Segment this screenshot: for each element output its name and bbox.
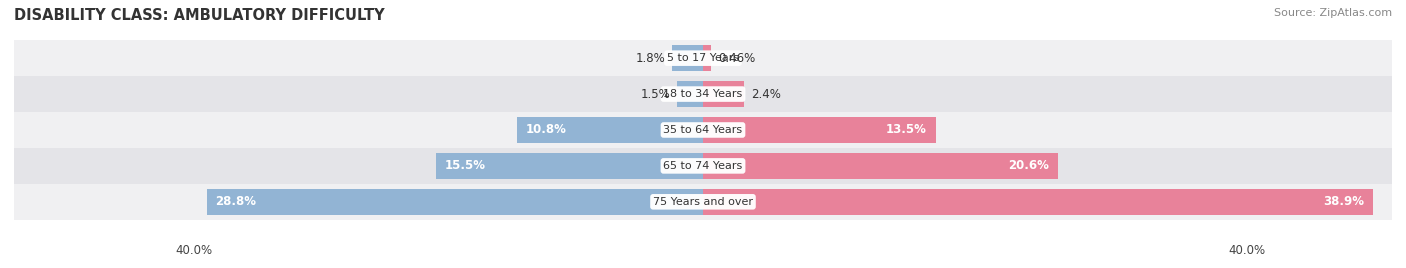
Text: 20.6%: 20.6% bbox=[1008, 159, 1049, 172]
Text: 5 to 17 Years: 5 to 17 Years bbox=[666, 53, 740, 63]
Bar bbox=[703, 81, 744, 107]
Text: 18 to 34 Years: 18 to 34 Years bbox=[664, 89, 742, 99]
Text: DISABILITY CLASS: AMBULATORY DIFFICULTY: DISABILITY CLASS: AMBULATORY DIFFICULTY bbox=[14, 8, 385, 23]
Bar bbox=[14, 76, 1392, 112]
Bar bbox=[703, 117, 935, 143]
Text: 0.46%: 0.46% bbox=[718, 52, 755, 65]
Text: 40.0%: 40.0% bbox=[176, 244, 212, 257]
Text: 1.5%: 1.5% bbox=[641, 88, 671, 100]
Bar bbox=[14, 148, 1392, 184]
Bar bbox=[14, 112, 1392, 148]
Text: 28.8%: 28.8% bbox=[215, 195, 256, 208]
Text: 65 to 74 Years: 65 to 74 Years bbox=[664, 161, 742, 171]
Bar bbox=[14, 184, 1392, 220]
Text: 38.9%: 38.9% bbox=[1323, 195, 1364, 208]
Bar bbox=[678, 81, 703, 107]
Text: 1.8%: 1.8% bbox=[636, 52, 665, 65]
Bar bbox=[14, 40, 1392, 76]
Bar bbox=[703, 45, 711, 71]
Text: 75 Years and over: 75 Years and over bbox=[652, 197, 754, 207]
Bar bbox=[703, 189, 1374, 215]
Bar bbox=[672, 45, 703, 71]
Bar bbox=[436, 153, 703, 179]
Bar bbox=[703, 153, 1057, 179]
Text: 40.0%: 40.0% bbox=[1229, 244, 1265, 257]
Text: 10.8%: 10.8% bbox=[526, 124, 567, 136]
Text: 13.5%: 13.5% bbox=[886, 124, 927, 136]
Text: 2.4%: 2.4% bbox=[751, 88, 782, 100]
Bar bbox=[517, 117, 703, 143]
Text: Source: ZipAtlas.com: Source: ZipAtlas.com bbox=[1274, 8, 1392, 18]
Text: 35 to 64 Years: 35 to 64 Years bbox=[664, 125, 742, 135]
Bar bbox=[207, 189, 703, 215]
Text: 15.5%: 15.5% bbox=[444, 159, 485, 172]
